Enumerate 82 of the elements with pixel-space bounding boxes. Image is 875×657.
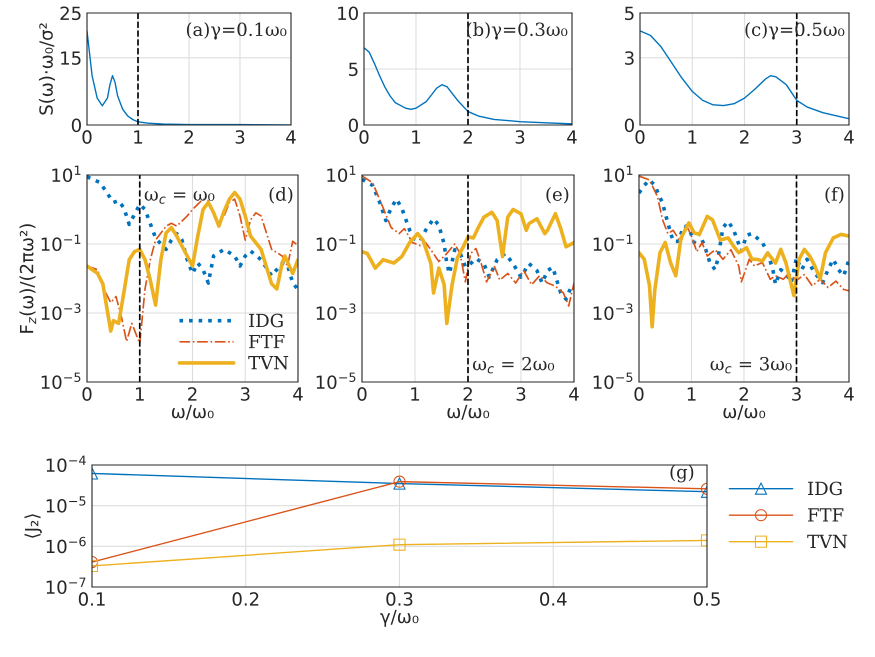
x-tick-label: 1	[136, 387, 144, 401]
x-tick-label: 3	[236, 130, 244, 144]
annotation: (c)γ=0.5ω₀	[745, 22, 844, 40]
y-axis-title: S(ω)·ω₀/σ²	[38, 23, 56, 115]
y-tick-label: 10$^{−6}$	[46, 536, 86, 554]
x-tick-label: 0	[359, 130, 369, 144]
y-tick-label: 10$^{−3}$	[42, 303, 80, 320]
x-tick-label: 3	[516, 387, 526, 401]
y-tick-label: 10$^{−5}$	[46, 496, 86, 513]
annotation: (d)	[270, 186, 292, 204]
legend-label: IDG	[808, 482, 842, 496]
y-tick-label: 15	[61, 51, 81, 65]
x-tick-label: 4	[286, 130, 296, 144]
y-tick-label: 10$^{−1}$	[594, 234, 632, 251]
annotation: (b)γ=0.3ω₀	[467, 22, 568, 40]
annotation: (e)	[546, 186, 568, 204]
x-tick-label: 2	[188, 387, 196, 401]
x-tick-label: 2	[740, 130, 748, 144]
x-axis-title: ω/ω₀	[447, 404, 490, 420]
x-tick-label: 3	[792, 130, 802, 144]
x-axis-title: ω/ω₀	[172, 404, 214, 420]
annotation: (g)	[670, 464, 694, 482]
legend-label: FTF	[808, 508, 844, 522]
x-tick-label: 3	[516, 130, 524, 144]
y-tick-label: 10$^{−5}$	[42, 372, 80, 389]
x-tick-label: 0	[357, 387, 367, 401]
y-tick-label: 0	[348, 118, 358, 132]
x-tick-label: 0.2	[232, 592, 258, 606]
y-tick-label: 25	[60, 6, 81, 20]
legend-label: TVN	[807, 534, 848, 548]
y-tick-label: 10$^{1}$	[327, 166, 356, 182]
x-tick-label: 0	[635, 130, 645, 144]
y-tick-label: 10$^{−3}$	[316, 303, 356, 320]
y-tick-label: 0	[624, 118, 634, 132]
x-tick-label: 2	[740, 387, 748, 401]
annotation: (a)γ=0.1ω₀	[186, 22, 286, 40]
x-tick-label: 0.3	[386, 592, 412, 606]
x-tick-label: 3	[792, 387, 801, 401]
annotation: ω$_{c}$ = ω₀	[144, 191, 214, 204]
y-tick-label: 10$^{−3}$	[594, 303, 632, 320]
y-axis-title: F$_{z}$(ω)/(2πω²)	[19, 224, 36, 333]
x-tick-label: 1	[688, 387, 696, 401]
x-tick-label: 1	[412, 130, 420, 144]
x-tick-label: 3	[240, 387, 250, 401]
x-axis-title: γ/ω₀	[380, 610, 418, 627]
x-tick-label: 1	[134, 130, 142, 144]
x-tick-label: 1	[688, 130, 696, 144]
x-tick-label: 4	[569, 387, 579, 401]
y-tick-label: 10$^{−5}$	[594, 372, 632, 389]
legend-label: FTF	[249, 334, 284, 348]
annotation: (f)	[825, 186, 844, 204]
annotation: ω$_{c}$ = 2ω₀	[473, 356, 554, 374]
y-tick-label: 10	[338, 6, 358, 20]
x-tick-label: 0	[634, 387, 644, 401]
legend-label: TVN	[248, 356, 288, 370]
y-tick-label: 10$^{−1}$	[316, 234, 356, 251]
x-tick-label: 2	[464, 130, 472, 144]
x-tick-label: 4	[293, 387, 303, 401]
x-tick-label: 2	[184, 130, 193, 144]
y-tick-label: 10$^{1}$	[604, 166, 632, 182]
y-tick-label: 10$^{−4}$	[46, 456, 86, 472]
x-tick-label: 0.5	[694, 592, 720, 606]
x-tick-label: 0.1	[78, 592, 105, 606]
y-tick-label: 5	[349, 62, 358, 76]
y-tick-label: 3	[625, 51, 634, 65]
y-tick-label: 10$^{1}$	[52, 166, 80, 182]
x-tick-label: 1	[411, 387, 420, 401]
y-tick-label: 10$^{−1}$	[42, 234, 80, 251]
x-tick-label: 2	[464, 387, 472, 401]
x-tick-label: 4	[844, 387, 854, 401]
y-tick-label: 5	[625, 6, 634, 20]
y-axis-title: ⟨J₂⟩	[24, 514, 42, 538]
line-series	[639, 214, 849, 329]
x-tick-label: 4	[567, 130, 577, 144]
x-axis-title: ω/ω₀	[723, 404, 766, 420]
annotation: ω$_{c}$ = 3ω₀	[710, 356, 792, 374]
x-tick-label: 0.4	[540, 592, 567, 606]
y-tick-label: 0	[72, 118, 81, 132]
y-tick-label: 10$^{−5}$	[316, 372, 356, 389]
legend-label: IDG	[249, 314, 283, 328]
line-series	[362, 208, 574, 326]
x-tick-label: 4	[844, 130, 854, 144]
